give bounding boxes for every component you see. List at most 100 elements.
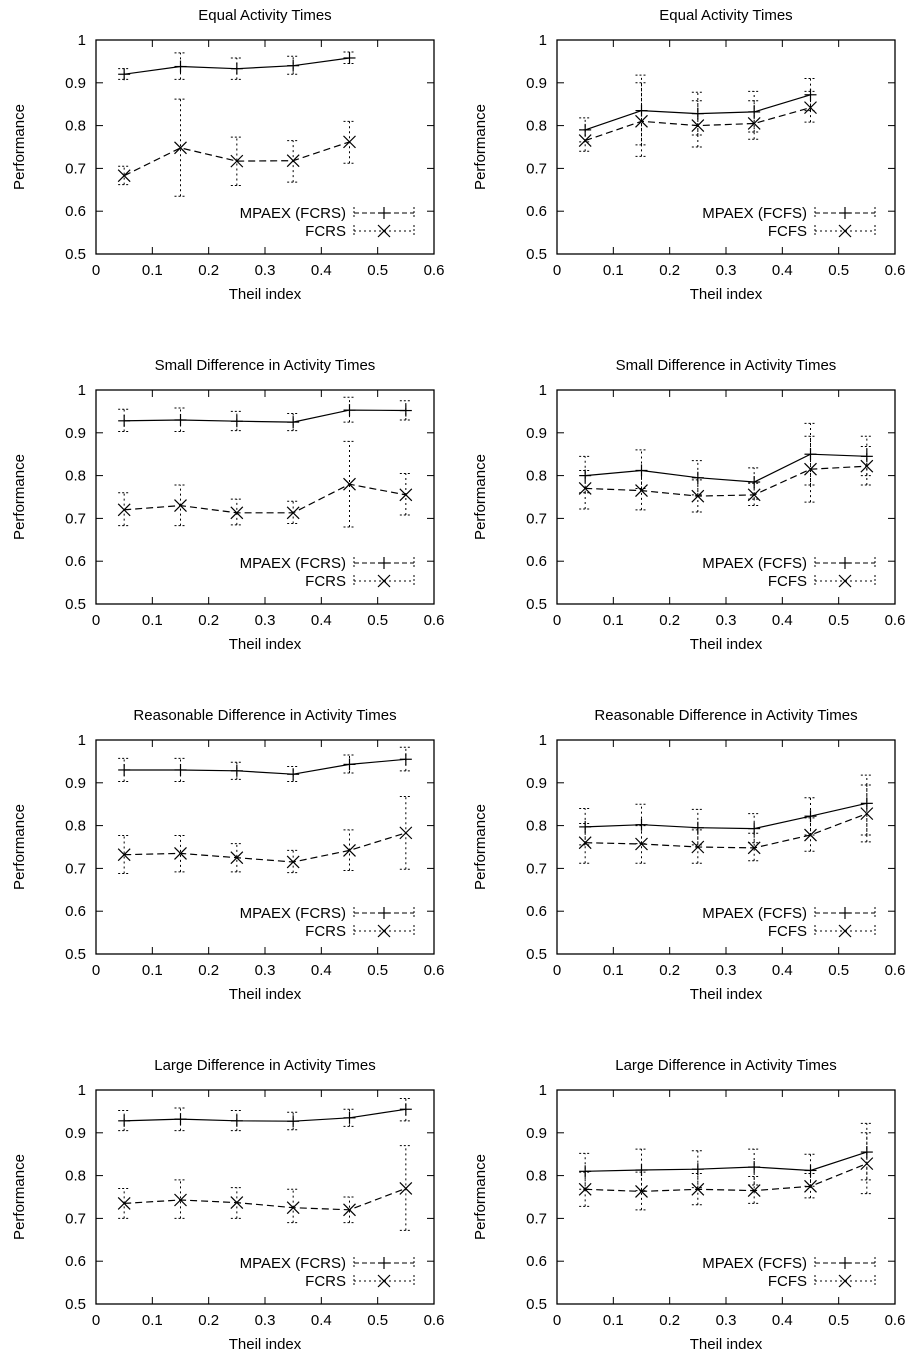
marker-stroke xyxy=(578,482,592,495)
x-marker xyxy=(174,1193,187,1207)
marker-stroke xyxy=(860,459,874,473)
y-tick-label: 0.7 xyxy=(65,1210,86,1227)
y-tick-label: 0.5 xyxy=(65,1296,86,1313)
y-tick-label: 0.6 xyxy=(526,903,547,920)
x-tick-label: 0.6 xyxy=(424,612,445,629)
plus-marker xyxy=(343,51,356,64)
marker-stroke xyxy=(860,807,874,821)
legend-entry-2: FCFS xyxy=(768,573,876,590)
plus-marker xyxy=(230,62,243,75)
legend-entry-1: MPAEX (FCRS) xyxy=(240,1255,415,1272)
y-axis-label: Performance xyxy=(472,804,489,890)
y-axis-label: Performance xyxy=(11,1154,28,1240)
x-marker xyxy=(343,1203,356,1217)
series-2 xyxy=(578,435,874,513)
plus-marker xyxy=(748,476,761,489)
plus-marker xyxy=(860,797,873,810)
x-marker xyxy=(635,114,648,128)
chart-panel-5: Reasonable Difference in Activity Times 0… xyxy=(11,707,444,1003)
series-line xyxy=(124,832,406,863)
series-line xyxy=(585,802,867,830)
x-tick-label: 0.1 xyxy=(603,612,624,629)
x-tick-label: 0 xyxy=(553,262,561,279)
x-marker xyxy=(230,1196,244,1209)
x-marker xyxy=(747,488,761,502)
legend-label: FCRS xyxy=(305,223,346,240)
chart-title: Small Difference in Activity Times xyxy=(155,357,376,374)
x-tick-label: 0.6 xyxy=(424,262,445,279)
x-marker xyxy=(860,1157,874,1171)
x-tick-label: 0 xyxy=(92,262,100,279)
marker-stroke xyxy=(343,843,356,857)
y-tick-label: 0.5 xyxy=(526,946,547,963)
marker-stroke xyxy=(230,851,244,865)
series-1 xyxy=(579,1122,873,1192)
plus-marker xyxy=(860,450,873,463)
x-axis-label: Theil index xyxy=(690,1336,763,1353)
x-marker xyxy=(804,828,817,842)
marker-stroke xyxy=(691,1182,705,1196)
plus-marker xyxy=(748,1161,761,1174)
legend-label: MPAEX (FCRS) xyxy=(240,905,346,922)
legend-marker xyxy=(838,224,852,238)
series-line xyxy=(124,758,406,775)
x-tick-label: 0.5 xyxy=(828,1312,849,1329)
y-tick-label: 0.9 xyxy=(526,75,547,92)
legend-label: FCFS xyxy=(768,573,807,590)
x-tick-label: 0 xyxy=(553,962,561,979)
x-tick-label: 0.3 xyxy=(716,262,737,279)
x-marker xyxy=(343,843,356,857)
x-tick-label: 0.1 xyxy=(142,612,163,629)
y-tick-label: 1 xyxy=(539,382,547,399)
x-marker xyxy=(747,1184,761,1198)
x-axis-label: Theil index xyxy=(690,636,763,653)
series-1 xyxy=(118,1098,412,1132)
legend-label: MPAEX (FCRS) xyxy=(240,555,346,572)
legend-marker xyxy=(838,574,852,588)
x-marker xyxy=(399,826,413,840)
x-marker xyxy=(747,841,761,855)
y-tick-label: 0.8 xyxy=(526,118,547,135)
y-tick-label: 0.9 xyxy=(526,425,547,442)
x-tick-label: 0.1 xyxy=(142,962,163,979)
plus-marker xyxy=(399,404,412,417)
marker-stroke xyxy=(230,1196,244,1209)
y-tick-label: 0.6 xyxy=(526,553,547,570)
marker-stroke xyxy=(399,826,413,840)
x-tick-label: 0.3 xyxy=(716,612,737,629)
series-1 xyxy=(118,51,356,81)
x-axis-label: Theil index xyxy=(690,286,763,303)
series-1 xyxy=(579,74,817,146)
marker-stroke xyxy=(399,488,413,502)
plus-marker xyxy=(579,469,592,482)
x-axis-label: Theil index xyxy=(229,636,302,653)
marker-stroke xyxy=(804,1179,817,1193)
x-tick-label: 0.4 xyxy=(311,1312,332,1329)
marker-stroke xyxy=(578,836,592,850)
plus-marker xyxy=(343,758,356,771)
x-tick-label: 0.5 xyxy=(828,612,849,629)
legend-label: MPAEX (FCRS) xyxy=(240,1255,346,1272)
marker-stroke xyxy=(691,840,705,854)
y-axis-label: Performance xyxy=(472,1154,489,1240)
x-axis-label: Theil index xyxy=(229,1336,302,1353)
x-marker xyxy=(399,1182,413,1195)
series-1 xyxy=(118,396,412,433)
plus-marker xyxy=(174,763,187,776)
y-tick-label: 1 xyxy=(78,382,86,399)
marker-stroke xyxy=(860,1157,874,1171)
legend-label: MPAEX (FCFS) xyxy=(702,205,807,222)
plus-marker xyxy=(287,416,300,429)
x-marker xyxy=(286,506,300,520)
series-line xyxy=(124,1108,406,1122)
x-marker xyxy=(230,506,244,520)
plus-marker xyxy=(174,413,187,426)
y-tick-label: 1 xyxy=(539,1082,547,1099)
marker-stroke xyxy=(174,1193,187,1207)
plus-marker xyxy=(230,764,243,777)
series-2 xyxy=(117,440,413,528)
x-tick-label: 0.2 xyxy=(659,262,680,279)
legend-entry-1: MPAEX (FCFS) xyxy=(702,905,876,922)
x-tick-label: 0.4 xyxy=(772,1312,793,1329)
